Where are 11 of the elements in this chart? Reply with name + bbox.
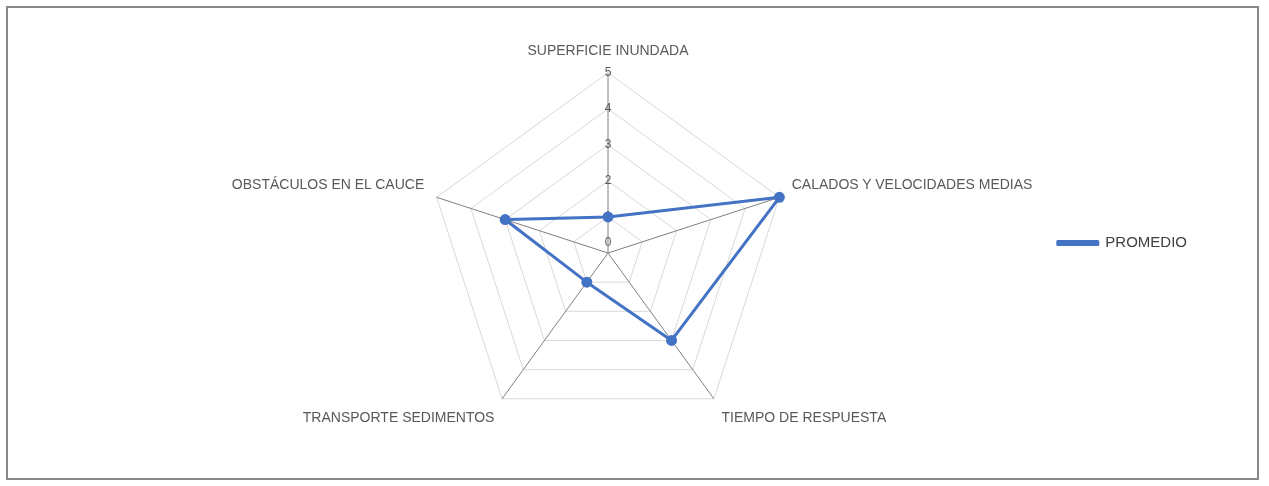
- spoke-label: OBSTÁCULOS EN EL CAUCE: [231, 175, 425, 192]
- y-tick-label: 0: [604, 235, 612, 250]
- y-tick-label: 4: [604, 101, 612, 116]
- legend-label: PROMEDIO: [1105, 233, 1188, 251]
- spoke-label: TIEMPO DE RESPUESTA: [721, 408, 887, 425]
- y-tick-label: 5: [604, 65, 612, 80]
- spoke-label: CALADOS Y VELOCIDADES MEDIAS: [791, 175, 1033, 192]
- spoke-label: TRANSPORTE SEDIMENTOS: [302, 408, 495, 425]
- spoke-label: SUPERFICIE INUNDADA: [527, 42, 690, 59]
- y-tick-label: 3: [604, 137, 612, 152]
- y-tick-label: 2: [604, 173, 612, 188]
